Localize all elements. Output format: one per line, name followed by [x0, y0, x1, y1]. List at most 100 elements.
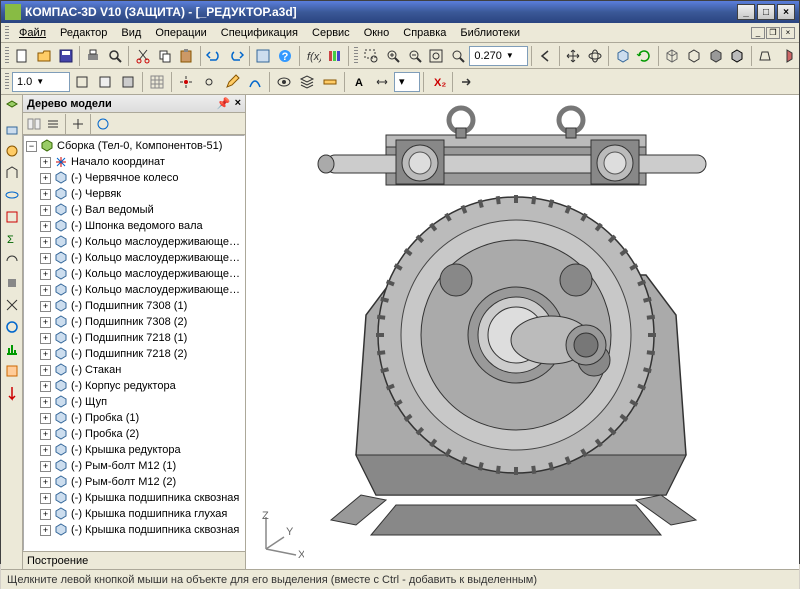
- menu-spec[interactable]: Спецификация: [215, 25, 304, 41]
- expand-icon[interactable]: +: [40, 445, 51, 456]
- tree-item-21[interactable]: +(-) Крышка подшипника глухая: [26, 506, 242, 522]
- expand-icon[interactable]: +: [40, 493, 51, 504]
- expand-icon[interactable]: +: [40, 317, 51, 328]
- mdi-restore[interactable]: ❐: [766, 27, 780, 39]
- viewport[interactable]: X Y Z: [246, 95, 799, 569]
- rotate-button[interactable]: [585, 45, 606, 67]
- menu-operations[interactable]: Операции: [149, 25, 212, 41]
- tree-item-15[interactable]: +(-) Пробка (1): [26, 410, 242, 426]
- maximize-button[interactable]: □: [757, 4, 775, 20]
- variables-button[interactable]: f(x): [302, 45, 323, 67]
- tool-dim[interactable]: [371, 71, 393, 93]
- mdi-minimize[interactable]: _: [751, 27, 765, 39]
- left-tool-6[interactable]: [2, 207, 22, 227]
- expand-icon[interactable]: +: [40, 365, 51, 376]
- panel-tool-1[interactable]: [25, 115, 43, 133]
- expand-icon[interactable]: +: [40, 285, 51, 296]
- tree-item-22[interactable]: +(-) Крышка подшипника сквозная: [26, 522, 242, 538]
- left-tool-5[interactable]: [2, 185, 22, 205]
- tool-arrow[interactable]: [456, 71, 478, 93]
- tree-item-14[interactable]: +(-) Щуп: [26, 394, 242, 410]
- tree-item-1[interactable]: +(-) Червяк: [26, 186, 242, 202]
- expand-icon[interactable]: +: [40, 237, 51, 248]
- expand-icon[interactable]: +: [40, 189, 51, 200]
- zoom-fit-button[interactable]: [426, 45, 447, 67]
- minimize-button[interactable]: _: [737, 4, 755, 20]
- menu-file[interactable]: Файл: [13, 25, 52, 41]
- panel-tool-4[interactable]: [94, 115, 112, 133]
- expand-icon[interactable]: +: [40, 173, 51, 184]
- tree-item-17[interactable]: +(-) Крышка редуктора: [26, 442, 242, 458]
- tool-layers[interactable]: [296, 71, 318, 93]
- section-button[interactable]: [776, 45, 797, 67]
- shaded-button[interactable]: [705, 45, 726, 67]
- tool-link[interactable]: [198, 71, 220, 93]
- tool-x[interactable]: X₂: [427, 71, 449, 93]
- tree-item-7[interactable]: +(-) Кольцо маслоудерживающее 2 (2): [26, 282, 242, 298]
- zoom-combo[interactable]: 0.270▼: [469, 46, 528, 66]
- tree-item-11[interactable]: +(-) Подшипник 7218 (2): [26, 346, 242, 362]
- tree-item-2[interactable]: +(-) Вал ведомый: [26, 202, 242, 218]
- tool-text[interactable]: A: [348, 71, 370, 93]
- expand-icon[interactable]: +: [40, 429, 51, 440]
- print-button[interactable]: [83, 45, 104, 67]
- panel-pin-icon[interactable]: 📌: [217, 97, 231, 110]
- mdi-close[interactable]: ×: [781, 27, 795, 39]
- tree-root[interactable]: −Сборка (Тел-0, Компонентов-51): [26, 138, 242, 154]
- tree-item-18[interactable]: +(-) Рым-болт М12 (1): [26, 458, 242, 474]
- expand-icon[interactable]: +: [40, 397, 51, 408]
- expand-icon[interactable]: +: [40, 349, 51, 360]
- expand-icon[interactable]: +: [40, 509, 51, 520]
- refresh-button[interactable]: [634, 45, 655, 67]
- panel-tool-3[interactable]: [69, 115, 87, 133]
- tree-item-5[interactable]: +(-) Кольцо маслоудерживающее 2 (1): [26, 250, 242, 266]
- view-iso-button[interactable]: [612, 45, 633, 67]
- model-tree[interactable]: −Сборка (Тел-0, Компонентов-51)+Начало к…: [23, 135, 245, 551]
- left-tool-8[interactable]: [2, 251, 22, 271]
- tool-2[interactable]: [94, 71, 116, 93]
- expand-icon[interactable]: +: [40, 381, 51, 392]
- left-tool-14[interactable]: [2, 383, 22, 403]
- expand-icon[interactable]: +: [40, 461, 51, 472]
- left-tool-10[interactable]: [2, 295, 22, 315]
- expand-icon[interactable]: +: [40, 269, 51, 280]
- menu-libraries[interactable]: Библиотеки: [454, 25, 526, 41]
- wireframe-button[interactable]: [683, 45, 704, 67]
- zoom-window-button[interactable]: [361, 45, 382, 67]
- expand-icon[interactable]: +: [40, 157, 51, 168]
- tree-item-6[interactable]: +(-) Кольцо маслоудерживающее 1: [26, 266, 242, 282]
- tree-item-19[interactable]: +(-) Рым-болт М12 (2): [26, 474, 242, 490]
- expand-icon[interactable]: +: [40, 477, 51, 488]
- zoom-prev-button[interactable]: [535, 45, 556, 67]
- tool-1[interactable]: [71, 71, 93, 93]
- menu-edit[interactable]: Редактор: [54, 25, 113, 41]
- left-tool-1[interactable]: [2, 97, 22, 117]
- library-button[interactable]: [324, 45, 345, 67]
- save-button[interactable]: [55, 45, 76, 67]
- menu-service[interactable]: Сервис: [306, 25, 356, 41]
- orient-button[interactable]: [662, 45, 683, 67]
- panel-close-icon[interactable]: ×: [235, 97, 241, 110]
- expand-icon[interactable]: +: [40, 413, 51, 424]
- tree-item-3[interactable]: +(-) Шпонка ведомого вала: [26, 218, 242, 234]
- tree-item-9[interactable]: +(-) Подшипник 7308 (2): [26, 314, 242, 330]
- tree-item-16[interactable]: +(-) Пробка (2): [26, 426, 242, 442]
- menu-view[interactable]: Вид: [115, 25, 147, 41]
- tool-show[interactable]: [273, 71, 295, 93]
- new-button[interactable]: [12, 45, 33, 67]
- expand-icon[interactable]: +: [40, 301, 51, 312]
- zoom-out-button[interactable]: [404, 45, 425, 67]
- copy-button[interactable]: [154, 45, 175, 67]
- expand-icon[interactable]: +: [40, 221, 51, 232]
- tree-item-12[interactable]: +(-) Стакан: [26, 362, 242, 378]
- menu-help[interactable]: Справка: [397, 25, 452, 41]
- pan-button[interactable]: [563, 45, 584, 67]
- scale-combo[interactable]: 1.0▼: [12, 72, 70, 92]
- tool-3[interactable]: [117, 71, 139, 93]
- left-tool-11[interactable]: [2, 317, 22, 337]
- expand-icon[interactable]: −: [26, 141, 37, 152]
- left-tool-7[interactable]: Σ: [2, 229, 22, 249]
- expand-icon[interactable]: +: [40, 333, 51, 344]
- shaded-edges-button[interactable]: [727, 45, 748, 67]
- expand-icon[interactable]: +: [40, 525, 51, 536]
